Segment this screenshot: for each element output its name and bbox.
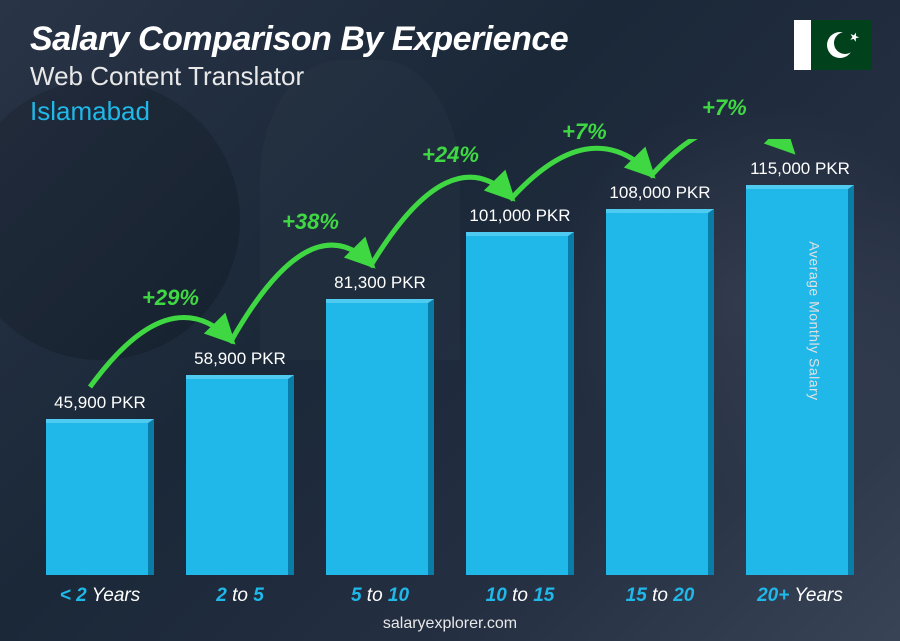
x-axis-label: 2 to 5 [175,585,305,607]
bar-value-label: 81,300 PKR [334,273,426,293]
bar-group: 58,900 PKR [175,349,305,575]
bar-group: 108,000 PKR [595,183,725,575]
page-subtitle: Web Content Translator [30,61,870,92]
bar-chart: 45,900 PKR 58,900 PKR 81,300 PKR 101,000 PK… [30,139,870,609]
bar-value-label: 115,000 PKR [750,159,850,179]
x-axis-label: 20+ Years [735,585,865,607]
bar-value-label: 108,000 PKR [609,183,710,203]
page-title: Salary Comparison By Experience [30,20,870,59]
x-axis-label: < 2 Years [35,585,165,607]
bar-group: 45,900 PKR [35,393,165,575]
pakistan-flag-icon: ★ [794,20,872,70]
pct-increase-label: +7% [702,95,747,121]
bar [186,375,294,575]
bar [746,185,854,575]
bar [466,232,574,575]
y-axis-label: Average Monthly Salary [806,241,822,400]
pct-increase-label: +7% [562,119,607,145]
bar-group: 115,000 PKR [735,159,865,575]
bar-group: 101,000 PKR [455,206,585,575]
bar-value-label: 101,000 PKR [469,206,570,226]
x-axis-label: 5 to 10 [315,585,445,607]
bar [606,209,714,575]
footer-attribution: salaryexplorer.com [0,615,900,633]
x-axis-label: 15 to 20 [595,585,725,607]
bar [326,299,434,575]
bar-value-label: 45,900 PKR [54,393,146,413]
bar-group: 81,300 PKR [315,273,445,575]
bar [46,419,154,575]
pct-increase-label: +38% [282,209,339,235]
x-axis-label: 10 to 15 [455,585,585,607]
content-wrapper: Salary Comparison By Experience Web Cont… [0,0,900,641]
pct-increase-label: +24% [422,142,479,168]
bar-value-label: 58,900 PKR [194,349,286,369]
pct-increase-label: +29% [142,285,199,311]
